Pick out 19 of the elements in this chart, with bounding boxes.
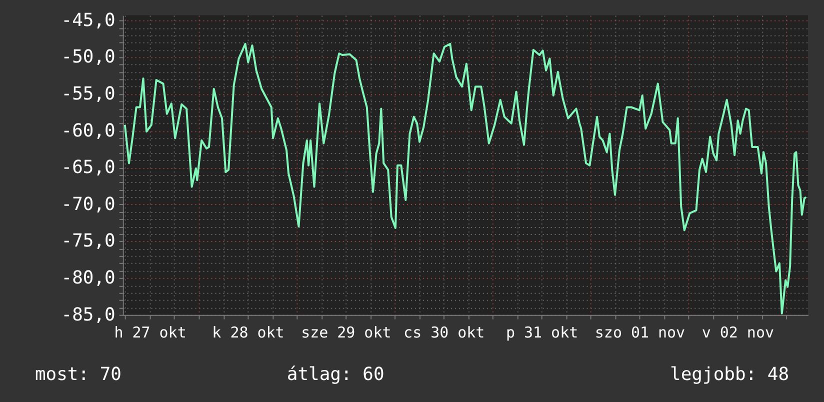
y-tick-label: -60,0	[61, 120, 116, 142]
x-tick-label: cs 30 okt	[404, 323, 485, 342]
x-tick-label: v 02 nov	[702, 323, 774, 342]
text: átlag: 60	[286, 364, 384, 385]
y-tick-label: -70,0	[61, 194, 116, 215]
text: most: 70	[34, 364, 122, 385]
y-tick-label: -65,0	[61, 157, 116, 178]
y-tick-label: -80,0	[61, 268, 116, 289]
x-tick-label: p 31 okt	[506, 323, 578, 342]
y-tick-label: -50,0	[61, 46, 116, 68]
x-tick-label: k 28 okt	[212, 323, 284, 342]
y-tick-label: -75,0	[61, 230, 116, 252]
y-tick-label: -55,0	[61, 83, 116, 104]
y-tick-label: -85,0	[61, 304, 116, 326]
x-tick-label: h 27 okt	[114, 323, 186, 342]
x-tick-label: szo 01 nov	[594, 323, 686, 342]
y-tick-label: -45,0	[61, 10, 116, 31]
x-tick-label: sze 29 okt	[301, 323, 392, 342]
text: legjobb: 48	[670, 364, 790, 385]
